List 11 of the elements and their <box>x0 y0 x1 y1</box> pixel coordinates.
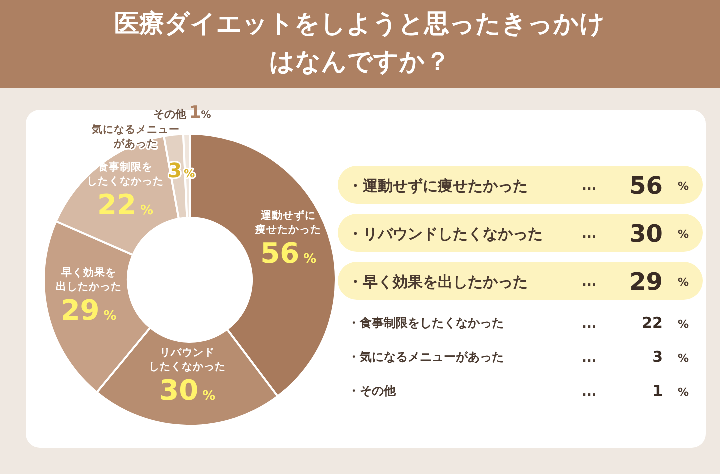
data-label: 56% <box>260 236 317 270</box>
slice-label: 運動せずに痩せたかった <box>254 208 322 236</box>
chart-title: 医療ダイエットをしようと思ったきっかけはなんですか？ <box>114 9 606 76</box>
data-label: 22% <box>98 188 154 222</box>
slice-label: リバウンドしたくなかった <box>149 346 226 373</box>
data-label: 29% <box>60 294 117 328</box>
slice-label: 早く効果を出したかった <box>56 266 122 294</box>
answer-list: ・運動せずに痩せたかった ... 56 % ・リバウンドしたくなかった ... 30 % ・早く効果を出したかった ... 29 % ・食事制限をしたくなかった ... 22 % ・気になるメニューがあった ... 3 % ・その他 ... 1 % <box>338 166 703 400</box>
data-label: 1% <box>189 103 212 124</box>
data-label: 30% <box>160 374 216 407</box>
slice-label: その他 <box>153 108 186 122</box>
